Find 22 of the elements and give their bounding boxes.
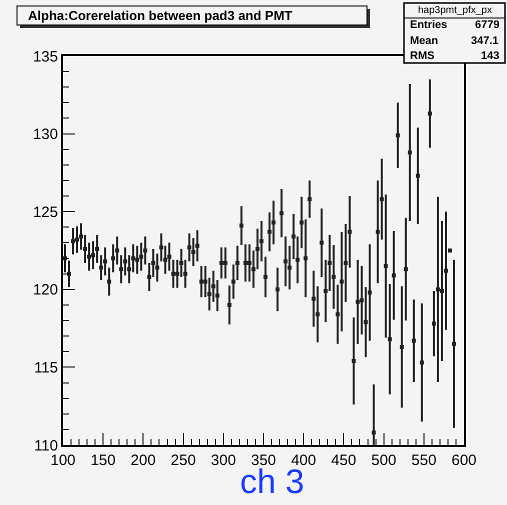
text: Entries 6779 bbox=[410, 19, 500, 31]
y-tick-label: 115 bbox=[34, 359, 58, 376]
x-tick-label: 500 bbox=[371, 452, 396, 469]
text: RMS 143 bbox=[410, 50, 500, 62]
x-tick-label: 200 bbox=[130, 452, 156, 469]
x-tick-label: 250 bbox=[170, 452, 196, 469]
y-tick-label: 110 bbox=[34, 437, 58, 454]
x-tick-label: 150 bbox=[90, 452, 116, 469]
x-tick-label: 100 bbox=[50, 452, 76, 469]
x-tick-label: 600 bbox=[451, 452, 477, 469]
y-tick-label: 120 bbox=[32, 282, 58, 299]
text: Mean 347.1 bbox=[410, 35, 499, 47]
x-tick-label: 300 bbox=[210, 452, 236, 469]
x-tick-label: 550 bbox=[411, 452, 436, 469]
y-tick-label: 125 bbox=[32, 204, 58, 221]
x-tick-label: 350 bbox=[250, 452, 276, 469]
y-tick-label: 135 bbox=[32, 48, 58, 66]
y-tick-label: 130 bbox=[32, 126, 58, 144]
chart-title: Alpha:Corerelation between pad3 and PMT bbox=[28, 8, 292, 23]
text: hap3pmt_pfx_px bbox=[418, 5, 492, 16]
x-tick-label: 400 bbox=[291, 452, 316, 469]
x-tick-label: 450 bbox=[331, 452, 356, 469]
